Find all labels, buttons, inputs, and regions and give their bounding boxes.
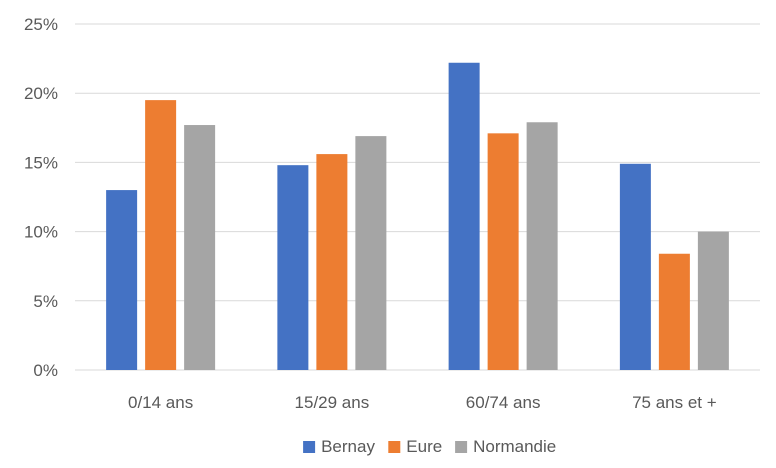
bar-bernay-3 [448, 62, 480, 370]
y-tick-label: 25% [24, 15, 58, 34]
legend-swatch [455, 441, 468, 453]
legend-item-normandie: Normandie [455, 437, 556, 456]
bar-normandie-4 [697, 231, 729, 370]
bar-normandie-3 [526, 122, 558, 370]
y-tick-label: 15% [24, 153, 58, 172]
y-axis-tick-labels: 0% 5% 10% 15% 20% 25% [24, 15, 58, 380]
y-tick-label: 10% [24, 223, 58, 242]
bar-eure-4 [658, 253, 690, 370]
x-category-label: 15/29 ans [295, 393, 370, 412]
bar-bernay-2 [277, 165, 309, 370]
gridlines [75, 23, 760, 371]
y-tick-label: 5% [33, 292, 58, 311]
legend-label: Normandie [473, 437, 556, 456]
legend: Bernay Eure Normandie [303, 437, 556, 456]
y-tick-label: 20% [24, 84, 58, 103]
bars [106, 62, 729, 371]
y-tick-label: 0% [33, 361, 58, 380]
x-category-label: 60/74 ans [466, 393, 541, 412]
legend-label: Eure [406, 437, 442, 456]
bar-bernay-1 [106, 190, 138, 370]
x-category-label: 0/14 ans [128, 393, 193, 412]
bar-eure-1 [145, 100, 177, 371]
bar-eure-2 [316, 154, 348, 370]
bar-eure-3 [487, 133, 519, 370]
bar-bernay-4 [619, 163, 651, 370]
legend-swatch [388, 441, 401, 453]
x-category-label: 75 ans et + [632, 393, 717, 412]
legend-item-eure: Eure [388, 437, 442, 456]
legend-swatch [303, 441, 316, 453]
x-axis-category-labels: 0/14 ans 15/29 ans 60/74 ans 75 ans et + [128, 393, 717, 412]
legend-item-bernay: Bernay [303, 437, 375, 456]
bar-normandie-1 [184, 125, 216, 370]
legend-label: Bernay [321, 437, 375, 456]
bar-normandie-2 [355, 136, 387, 370]
